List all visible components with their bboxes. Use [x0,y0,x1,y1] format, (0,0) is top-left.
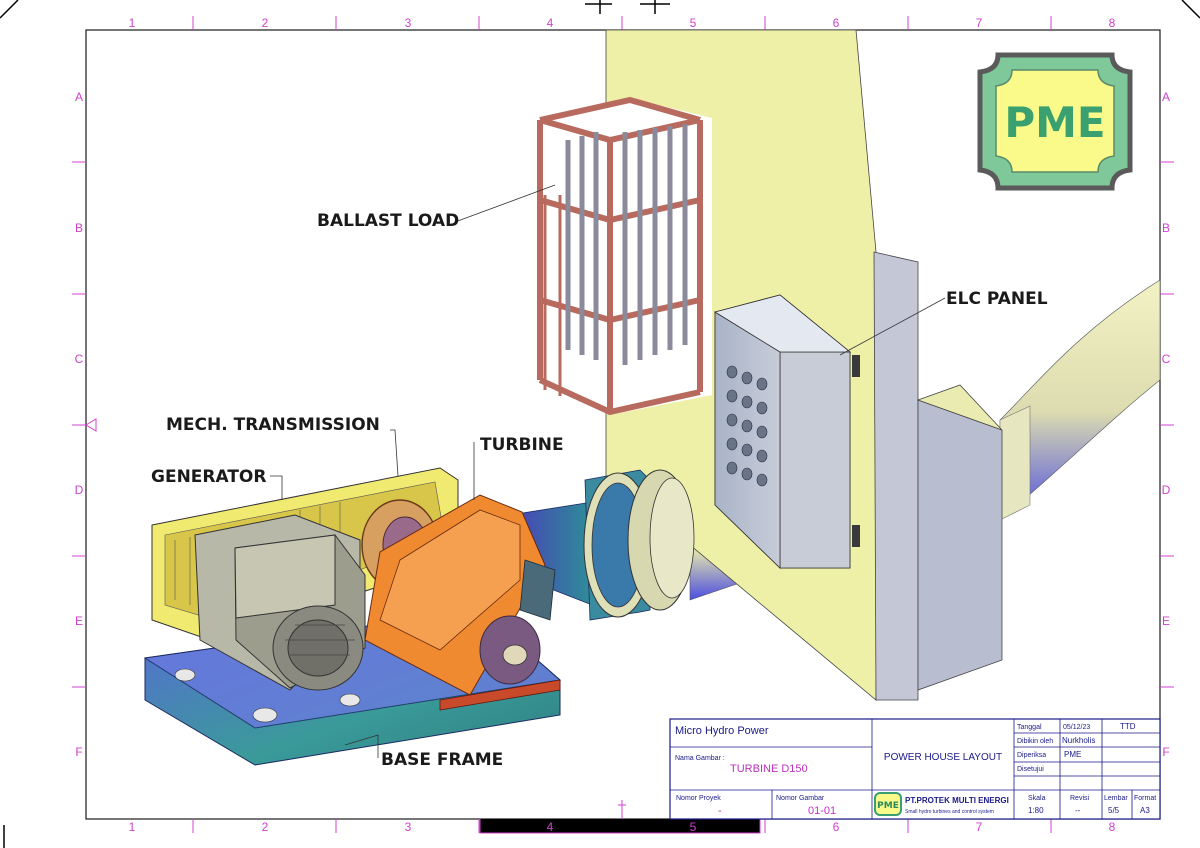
tb-ttd-label: TTD [1120,722,1136,731]
tb-format: A3 [1140,806,1150,815]
border-row-label: A [75,90,83,104]
turbine-housing [364,494,561,711]
border-row-label: A [1162,90,1170,104]
elc-button-icon [756,401,768,415]
tb-title: POWER HOUSE LAYOUT [884,752,1002,763]
tb-revision: -- [1075,806,1081,815]
border-col-label: 1 [129,820,136,834]
ballast-load-rack [536,96,712,416]
elc-button-icon [741,371,753,385]
border-col-label: 5 [690,16,697,30]
elc-button-icon [726,389,738,403]
border-col-label: 2 [262,16,269,30]
border-row-label: E [75,614,83,628]
tb-date-label: Tanggal [1017,724,1042,731]
border-row-label: C [1162,352,1171,366]
elc-panel-cabinet [713,294,860,569]
border-col-label: 2 [262,820,269,834]
border-col-label: 3 [405,820,412,834]
tb-date: 05/12/23 [1063,724,1090,731]
border-col-label: 7 [976,820,983,834]
tb-project: Micro Hydro Power [675,725,769,737]
border-col-label: 4 [547,820,554,834]
tb-project-no: - [718,805,722,817]
tb-scale: 1:80 [1028,806,1044,815]
border-row-label: C [75,352,84,366]
pme-logo-text: PME [1004,98,1105,147]
border-col-label: 5 [690,820,697,834]
elc-button-icon [756,425,768,439]
border-col-label: 7 [976,16,983,30]
elc-button-icon [756,473,768,487]
title-block: Micro Hydro Power Nama Gambar : TURBINE … [669,718,1161,820]
tb-project-no-label: Nomor Proyek [676,795,721,802]
generator-unit [194,514,366,691]
elc-button-icon [756,449,768,463]
border-row-label: D [1162,483,1171,497]
border-col-label: 6 [833,820,840,834]
elc-button-icon [741,395,753,409]
tb-sheet-label: Lembar [1104,795,1128,802]
callout-elc-panel: ELC PANEL [946,289,1048,309]
border-col-label: 4 [547,16,554,30]
tb-scale-label: Skala [1028,795,1046,802]
pme-logo: PME [977,52,1133,191]
border-row-label: E [1162,614,1170,628]
tb-company-logo: PME [874,792,902,816]
tb-revision-label: Revisi [1070,795,1090,802]
callout-mech-transmission: MECH. TRANSMISSION [166,415,380,435]
tb-checked-label: Diperiksa [1017,752,1046,759]
border-row-label: F [75,745,82,759]
tb-drawing-name-label: Nama Gambar : [675,755,725,762]
callout-ballast-load: BALLAST LOAD [317,211,459,231]
callout-generator: GENERATOR [151,467,266,487]
tb-sheet: 5/5 [1108,806,1120,815]
elc-button-icon [741,467,753,481]
border-col-label: 8 [1109,16,1116,30]
drawing-border: 1 2 3 4 5 6 7 8 1 2 3 4 5 6 7 8 A B C D E F A B C D E F [72,16,1174,834]
tb-drawing-no-label: Nomor Gambar [776,795,825,802]
tb-company-logo-text: PME [877,801,899,811]
border-col-label: 3 [405,16,412,30]
tb-company-sub: Small hydro turbines and control system [905,809,994,815]
border-col-label: 1 [129,16,136,30]
tb-drawn-label: Dibikin oleh [1017,738,1053,745]
elc-button-icon [726,365,738,379]
elc-button-icon [726,413,738,427]
tb-drawing-no: 01-01 [808,805,836,817]
border-col-label: 6 [833,16,840,30]
tb-format-label: Format [1134,795,1156,802]
tb-drawing-name: TURBINE D150 [730,763,808,775]
elc-button-icon [726,461,738,475]
border-row-label: F [1162,745,1169,759]
tb-company: PT.PROTEK MULTI ENERGI [905,796,1009,805]
elc-button-icon [741,419,753,433]
elc-button-icon [726,437,738,451]
callout-leaders [270,184,946,758]
tb-approved-label: Disetujui [1017,766,1044,773]
elc-button-icon [741,443,753,457]
tb-checked: PME [1064,750,1081,759]
border-row-label: D [75,483,84,497]
border-row-label: B [75,221,83,235]
callout-base-frame: BASE FRAME [381,750,503,770]
elc-button-icon [756,377,768,391]
tb-drawn: Nurkholis [1062,736,1095,745]
border-row-label: B [1162,221,1170,235]
callout-turbine: TURBINE [480,435,564,455]
border-col-label: 8 [1109,820,1116,834]
